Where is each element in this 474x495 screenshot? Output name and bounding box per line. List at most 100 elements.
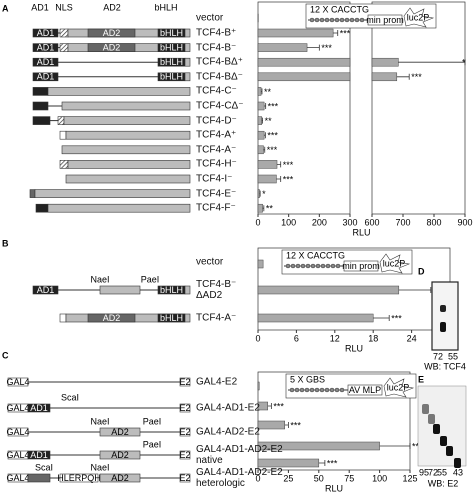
inset-promoter-box — [343, 260, 379, 272]
inset-site — [294, 387, 300, 393]
category-label: TCF4-CΔ⁻ — [196, 100, 244, 112]
bar-segment — [257, 87, 262, 96]
inset-site — [290, 263, 296, 269]
bar-segment — [257, 72, 351, 82]
error-bar — [398, 59, 466, 66]
error-bar — [307, 44, 320, 51]
inset-site — [324, 387, 330, 393]
domain-box — [32, 87, 49, 96]
site-label: PaeI — [143, 416, 162, 426]
category-label: TCF4-BΔ⁻ — [196, 71, 243, 83]
site-label: NaeI — [90, 416, 109, 426]
domain-box — [179, 427, 191, 437]
inset-site — [314, 387, 320, 393]
site-label: ScaI — [61, 392, 79, 402]
x-tick-label: 18 — [368, 333, 378, 343]
bar-segment — [257, 101, 265, 111]
significance-label: * — [462, 58, 466, 68]
error-bar — [396, 73, 410, 80]
x-tick-label: 100 — [281, 217, 296, 227]
blot-marker: 95 — [419, 467, 429, 477]
domain-label: AD1 — [37, 28, 55, 38]
error-bar — [263, 146, 266, 153]
error-bar — [261, 117, 263, 124]
significance-label: *** — [340, 28, 351, 38]
significance-label: *** — [283, 174, 294, 184]
inset-reporter: luc2P — [387, 382, 410, 392]
domain-box — [99, 285, 141, 295]
domain-box — [179, 450, 191, 460]
domain-label: AD2 — [111, 427, 129, 437]
inset-reporter: luc2P — [383, 258, 406, 268]
domain-header: AD2 — [103, 2, 121, 12]
inset-site — [319, 387, 325, 393]
inset-reporter-shape — [403, 7, 435, 28]
domain-box — [179, 473, 191, 483]
domain-label: bHLH — [160, 28, 183, 38]
bar-segment — [257, 203, 263, 213]
inset-repeat: 12 X CACCTG — [310, 4, 369, 14]
error-bar — [373, 315, 390, 321]
domain-box — [179, 377, 191, 387]
category-label: TCF4-BΔ⁺ — [196, 56, 243, 68]
domain-box — [47, 203, 191, 213]
domain-box — [63, 116, 191, 125]
domain-label: bHLH — [160, 285, 183, 295]
site-label: ScaI — [35, 462, 53, 472]
domain-box — [184, 72, 191, 82]
domain-label: bHLH — [160, 72, 183, 82]
domain-label: GAL4 — [6, 403, 29, 413]
blot-marker: 72 — [433, 351, 443, 361]
blot — [417, 385, 467, 467]
domain-box — [34, 189, 191, 198]
domain-box — [59, 43, 69, 52]
bar — [257, 145, 264, 155]
significance-label: *** — [267, 131, 278, 141]
category-label: TCF4-I⁻ — [196, 173, 233, 185]
bar-segment — [257, 285, 400, 295]
error-bar — [379, 443, 411, 449]
x-tick-label: 900 — [457, 217, 472, 227]
category-label: GAL4-AD1-AD2-E2 heterologic — [196, 467, 283, 489]
bar-segment — [257, 313, 374, 323]
bar — [257, 130, 265, 140]
error-bar — [261, 88, 263, 95]
significance-label: * — [262, 189, 266, 199]
significance-label: ** — [266, 204, 274, 214]
bar — [257, 174, 277, 184]
x-tick-label: 800 — [426, 217, 441, 227]
x-tick-label: 0 — [255, 333, 260, 343]
domain-label: AD2 — [111, 450, 129, 460]
domain-label: E2 — [179, 427, 190, 437]
inset-site — [324, 17, 330, 23]
category-label: TCF4-F⁻ — [196, 202, 236, 214]
domain-box — [67, 160, 191, 169]
blot-band — [440, 305, 446, 312]
inset-promoter: min prom — [342, 261, 380, 271]
inset-promoter: min prom — [366, 15, 404, 25]
domain-box — [35, 203, 49, 213]
bar — [257, 313, 374, 323]
inset-site — [335, 263, 341, 269]
bar — [257, 57, 399, 67]
inset-site — [310, 263, 316, 269]
domain-box — [61, 145, 191, 155]
domain-box — [184, 285, 191, 295]
x-tick-label: 25 — [283, 473, 293, 483]
error-bar — [333, 30, 339, 36]
inset-site — [339, 17, 345, 23]
inset-promoter: AV MLP — [349, 385, 381, 395]
domain-box — [61, 101, 191, 111]
bar — [257, 87, 262, 96]
bar-segment — [257, 259, 264, 269]
blot-caption: WB: E2 — [428, 478, 459, 488]
blot-band — [440, 436, 447, 446]
domain-label: E2 — [179, 450, 190, 460]
category-label: TCF4-B⁻ ΔAD2 — [196, 279, 237, 301]
inset-site — [320, 263, 326, 269]
inset-site — [349, 17, 355, 23]
domain-label: bHLH — [160, 57, 183, 67]
x-tick-label: 600 — [364, 217, 379, 227]
blot-band — [422, 404, 429, 414]
